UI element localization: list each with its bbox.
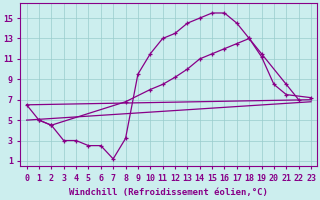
X-axis label: Windchill (Refroidissement éolien,°C): Windchill (Refroidissement éolien,°C) xyxy=(69,188,268,197)
